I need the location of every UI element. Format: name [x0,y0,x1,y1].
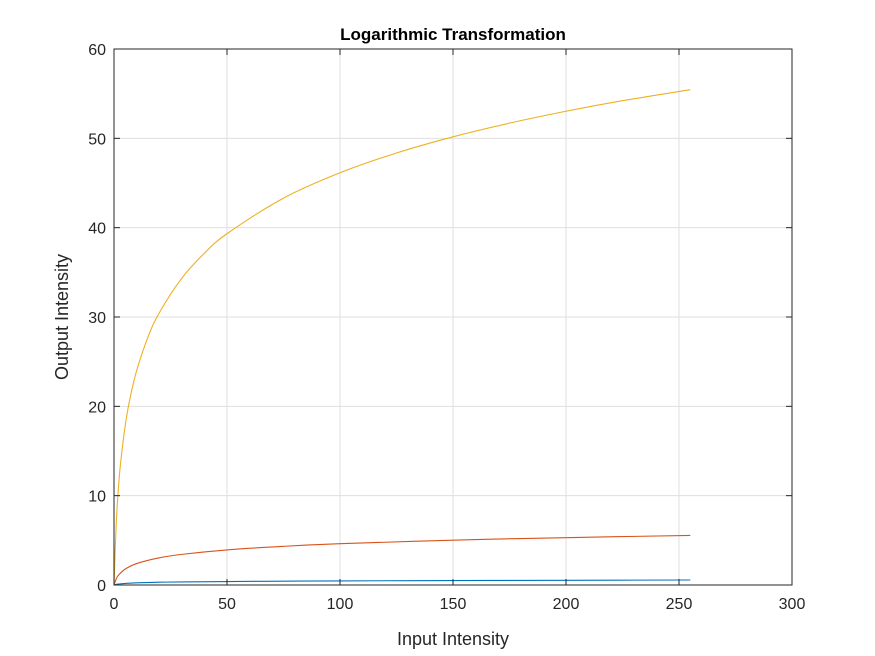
x-tick-label: 150 [440,596,467,613]
chart-title: Logarithmic Transformation [340,25,566,44]
x-tick-label: 200 [553,596,580,613]
x-tick-label: 50 [218,596,236,613]
x-tick-label: 250 [666,596,693,613]
y-axis-label: Output Intensity [52,254,72,380]
y-tick-label: 20 [88,399,106,416]
y-tick-label: 30 [88,310,106,327]
series-line-2 [113,534,691,586]
y-tick-label: 50 [88,131,106,148]
grid [114,49,792,585]
series-line-3 [113,89,691,586]
y-tick-label: 40 [88,221,106,238]
series-group [113,89,691,586]
x-tick-label: 0 [110,596,119,613]
series-line-1 [113,579,691,586]
ticks: 0 50 100 150 200 250 300 0 10 20 30 40 50 60 [88,42,805,613]
x-tick-label: 100 [327,596,354,613]
y-tick-label: 60 [88,42,106,59]
x-tick-label: 300 [779,596,806,613]
x-axis-label: Input Intensity [397,629,509,649]
y-tick-label: 10 [88,489,106,506]
y-tick-label: 0 [97,578,106,595]
